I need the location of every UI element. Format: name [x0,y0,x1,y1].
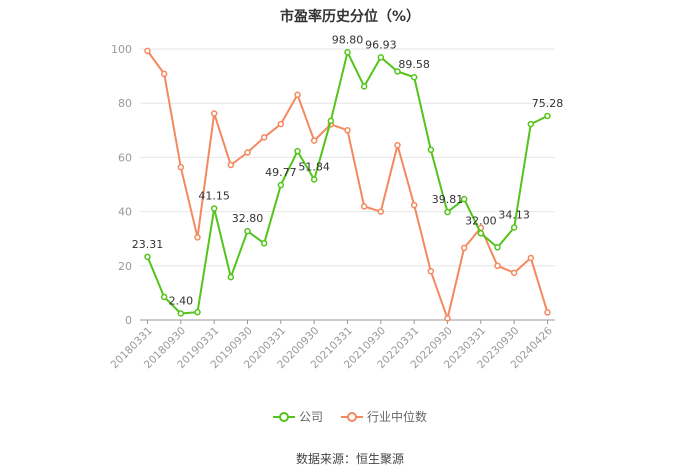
data-point-company [477,230,485,237]
data-label: 51.84 [298,161,330,174]
y-tick-label: 100 [111,43,132,56]
data-point-company [177,310,185,317]
data-point-company [344,49,351,56]
legend-marker-industry [341,411,363,422]
y-tick-label: 40 [118,206,132,219]
data-point-industry [160,70,168,78]
data-point-company [527,120,535,128]
data-label: 75.28 [532,97,564,110]
data-point-company [194,308,201,316]
data-point-company [510,224,518,231]
data-point-industry [144,47,151,55]
legend: 公司 行业中位数 [0,408,700,425]
data-point-company [394,68,401,75]
data-point-industry [427,267,435,275]
data-point-industry [444,315,451,322]
data-point-company [160,293,168,301]
data-label: 39.81 [432,193,464,206]
data-point-company [294,147,301,155]
legend-label-company: 公司 [298,410,323,424]
y-tick-label: 80 [118,97,132,110]
data-point-industry [544,309,551,316]
legend-item-industry[interactable]: 行业中位数 [341,408,427,425]
data-source: 数据来源：恒生聚源 [295,452,404,466]
data-point-company [460,195,468,203]
data-point-industry [277,120,285,128]
axes: 0204060801002018033120180930201903312019… [109,43,556,371]
data-point-company [144,253,151,261]
data-point-company [494,244,501,251]
data-point-industry [360,203,368,210]
data-point-industry [260,134,268,141]
y-tick-label: 0 [125,314,132,327]
data-point-industry [494,262,501,270]
chart-title: 市盈率历史分位（%） [279,9,421,25]
data-label: 32.80 [232,212,264,225]
data-point-industry [344,127,351,134]
data-label: 89.58 [398,58,430,71]
data-label: 32.00 [465,214,497,227]
data-point-industry [194,234,201,241]
data-label: 41.15 [198,189,230,202]
data-point-industry [410,201,418,209]
data-point-industry [227,161,235,169]
y-tick-label: 60 [118,151,132,164]
data-point-company [260,240,268,247]
data-point-industry [527,254,535,262]
data-point-company [427,146,435,154]
data-point-industry [244,149,251,156]
data-label: 96.93 [365,38,397,51]
data-point-company [210,205,218,212]
data-point-company [377,54,385,61]
data-label: 23.31 [132,238,164,251]
data-point-industry [177,163,185,171]
data-point-industry [377,208,385,215]
data-point-company [544,112,551,120]
data-point-company [444,208,451,216]
data-point-industry [294,91,301,99]
data-point-industry [510,269,518,277]
data-point-company [327,117,335,125]
data-point-industry [210,110,218,117]
data-point-industry [460,244,468,252]
legend-label-industry: 行业中位数 [367,410,428,424]
series-line-industry [146,50,549,320]
data-label: 34.13 [498,209,530,222]
data-point-company [410,73,418,81]
data-point-company [227,273,235,281]
legend-marker-company [272,411,295,422]
data-point-company [277,181,285,189]
data-point-industry [310,137,318,144]
series-line-company [146,51,548,315]
data-label: 98.80 [332,33,364,46]
series-layer [144,47,551,322]
data-label: 49.77 [265,166,297,179]
data-point-company [310,176,318,183]
data-point-industry [394,141,401,149]
data-label: 2.40 [169,294,194,307]
legend-item-company[interactable]: 公司 [272,408,323,425]
data-point-company [244,227,251,235]
data-point-company [360,83,368,90]
y-tick-label: 20 [118,260,132,273]
